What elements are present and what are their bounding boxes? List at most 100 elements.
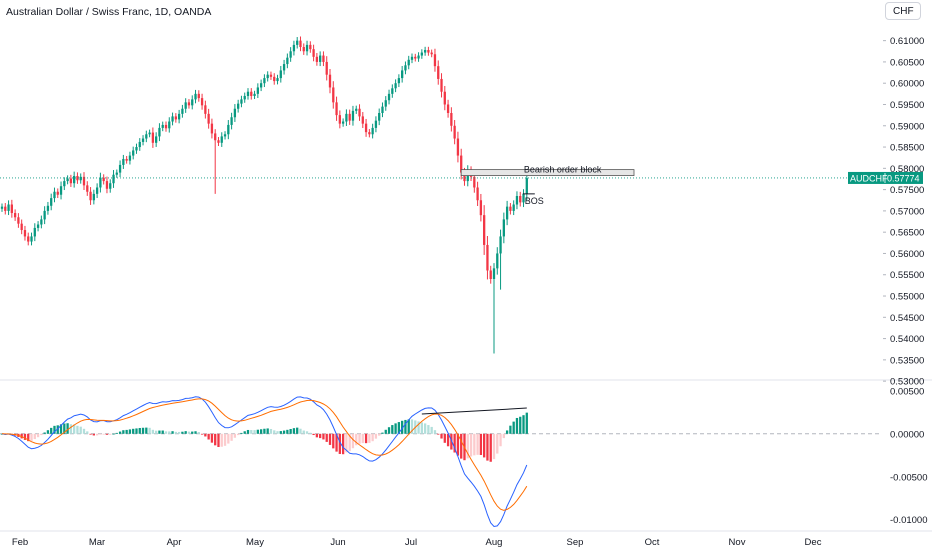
candle xyxy=(302,47,305,52)
candle xyxy=(125,158,128,161)
macd-bar xyxy=(138,427,141,434)
macd-bar xyxy=(299,428,302,434)
macd-bar xyxy=(132,428,135,434)
macd-bar xyxy=(483,433,486,458)
candle xyxy=(92,193,95,201)
candle xyxy=(181,108,184,114)
macd-bar xyxy=(86,431,89,434)
macd-bar xyxy=(174,431,177,434)
candle xyxy=(273,76,276,82)
macd-bar xyxy=(125,429,128,434)
macd-bar xyxy=(302,430,305,434)
macd-tick-label: -0.01000 xyxy=(890,515,928,526)
macd-bar xyxy=(443,433,446,443)
macd-bar xyxy=(141,427,145,434)
candle xyxy=(240,99,243,104)
candle xyxy=(282,64,286,71)
candle xyxy=(171,116,174,122)
candle xyxy=(230,117,233,125)
macd-bar xyxy=(374,433,378,439)
macd-bar xyxy=(184,431,187,434)
candle xyxy=(423,50,427,53)
macd-bar xyxy=(207,433,210,440)
candle xyxy=(355,108,358,111)
candle xyxy=(456,138,460,156)
macd-bar xyxy=(489,433,492,462)
macd-bar xyxy=(410,419,414,434)
macd-bar xyxy=(43,432,46,434)
macd-bar xyxy=(197,432,200,434)
macd-bar xyxy=(453,433,456,453)
macd-bar xyxy=(440,433,443,439)
candle xyxy=(374,120,378,128)
candle xyxy=(99,177,102,188)
candle xyxy=(243,95,246,100)
macd-bar xyxy=(105,433,109,435)
price-tick-label: 0.56000 xyxy=(890,249,924,260)
macd-bar xyxy=(89,433,92,435)
macd-bar xyxy=(161,430,164,434)
macd-bar xyxy=(135,428,138,434)
price-tick-label: 0.55000 xyxy=(890,292,924,303)
macd-bar xyxy=(214,433,217,446)
macd-bar xyxy=(63,423,66,434)
candle xyxy=(59,186,63,195)
macd-bar xyxy=(397,422,401,434)
macd-bar xyxy=(358,433,361,444)
price-tick-label: 0.53000 xyxy=(890,377,924,388)
candle xyxy=(410,56,414,60)
candle xyxy=(86,185,89,192)
macd-bar xyxy=(292,428,296,434)
candle xyxy=(391,88,394,94)
macd-bar xyxy=(155,430,158,434)
candle xyxy=(463,172,466,182)
candle xyxy=(509,206,512,211)
macd-bar xyxy=(387,427,391,434)
order-block-box[interactable] xyxy=(460,169,635,176)
macd-bar xyxy=(145,427,148,434)
macd-bar xyxy=(30,433,33,441)
candle xyxy=(486,244,489,271)
candle xyxy=(256,87,259,94)
candle xyxy=(387,93,391,101)
candle xyxy=(73,175,76,184)
macd-tick-label: 0.00500 xyxy=(890,386,924,397)
macd-bar xyxy=(204,433,207,437)
macd-bar xyxy=(312,433,315,436)
macd-bar xyxy=(164,431,168,434)
macd-bar xyxy=(256,429,259,434)
candle xyxy=(118,164,122,173)
price-tick-label: 0.60500 xyxy=(890,57,924,68)
candle xyxy=(512,204,515,211)
macd-bar xyxy=(286,429,289,434)
candle xyxy=(289,51,292,58)
macd-bar xyxy=(391,425,394,434)
last-price-symbol: AUDCHF xyxy=(850,173,888,183)
candle xyxy=(128,155,132,161)
macd-bar xyxy=(99,433,102,435)
macd-bar xyxy=(56,425,59,434)
macd-bar xyxy=(335,433,338,452)
price-tick-label: 0.57000 xyxy=(890,206,924,217)
macd-bar xyxy=(92,433,95,436)
candle xyxy=(79,176,82,181)
candle xyxy=(210,123,214,134)
candle xyxy=(266,74,269,79)
candle xyxy=(174,116,177,120)
candle xyxy=(296,40,299,45)
price-tick-label: 0.58500 xyxy=(890,143,924,154)
currency-button[interactable]: CHF xyxy=(885,2,921,20)
candle xyxy=(483,215,486,245)
macd-bar xyxy=(325,433,328,442)
macd-bar xyxy=(230,433,233,441)
macd-bar xyxy=(296,427,299,434)
candle xyxy=(40,219,43,225)
signal-line xyxy=(1,398,528,511)
macd-bar xyxy=(509,425,512,434)
candle xyxy=(46,205,50,211)
macd-bar xyxy=(279,431,282,434)
macd-bar xyxy=(263,428,266,434)
candle xyxy=(348,113,351,121)
macd-bar xyxy=(240,432,243,434)
